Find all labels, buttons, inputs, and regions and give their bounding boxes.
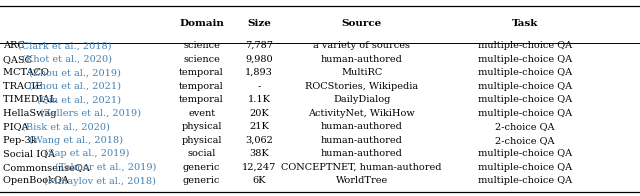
Text: TIMEDIAL: TIMEDIAL: [3, 95, 60, 104]
Text: Domain: Domain: [179, 19, 224, 28]
Text: CONCEPTNET, human-authored: CONCEPTNET, human-authored: [282, 163, 442, 172]
Text: generic: generic: [183, 163, 220, 172]
Text: (Qin et al., 2021): (Qin et al., 2021): [36, 95, 120, 104]
Text: 1.1K: 1.1K: [248, 95, 271, 104]
Text: temporal: temporal: [179, 95, 224, 104]
Text: 2-choice QA: 2-choice QA: [495, 122, 554, 131]
Text: PIQA: PIQA: [3, 122, 32, 131]
Text: QASC: QASC: [3, 55, 35, 64]
Text: science: science: [183, 55, 220, 64]
Text: MultiRC: MultiRC: [341, 68, 382, 77]
Text: human-authored: human-authored: [321, 55, 403, 64]
Text: physical: physical: [181, 122, 222, 131]
Text: Source: Source: [342, 19, 381, 28]
Text: social: social: [188, 149, 216, 158]
Text: 3,062: 3,062: [245, 136, 273, 145]
Text: TRACIE: TRACIE: [3, 82, 46, 91]
Text: 2-choice QA: 2-choice QA: [495, 136, 554, 145]
Text: (Zhou et al., 2019): (Zhou et al., 2019): [29, 68, 121, 77]
Text: 7,787: 7,787: [245, 41, 273, 50]
Text: HellaSwag: HellaSwag: [3, 109, 60, 118]
Text: a variety of sources: a variety of sources: [313, 41, 410, 50]
Text: MCTACO: MCTACO: [3, 68, 52, 77]
Text: 20K: 20K: [250, 109, 269, 118]
Text: DailyDialog: DailyDialog: [333, 95, 390, 104]
Text: human-authored: human-authored: [321, 136, 403, 145]
Text: (Wang et al., 2018): (Wang et al., 2018): [29, 136, 123, 145]
Text: temporal: temporal: [179, 82, 224, 91]
Text: multiple-choice QA: multiple-choice QA: [477, 41, 572, 50]
Text: -: -: [257, 82, 261, 91]
Text: multiple-choice QA: multiple-choice QA: [477, 68, 572, 77]
Text: WorldTree: WorldTree: [335, 176, 388, 185]
Text: (Clark et al., 2018): (Clark et al., 2018): [18, 41, 111, 50]
Text: multiple-choice QA: multiple-choice QA: [477, 176, 572, 185]
Text: Size: Size: [247, 19, 271, 28]
Text: ARC: ARC: [3, 41, 28, 50]
Text: multiple-choice QA: multiple-choice QA: [477, 149, 572, 158]
Text: 9,980: 9,980: [245, 55, 273, 64]
Text: (Zellers et al., 2019): (Zellers et al., 2019): [40, 109, 141, 118]
Text: 38K: 38K: [250, 149, 269, 158]
Text: Task: Task: [511, 19, 538, 28]
Text: science: science: [183, 41, 220, 50]
Text: (Zhou et al., 2021): (Zhou et al., 2021): [29, 82, 121, 91]
Text: Pep-3k: Pep-3k: [3, 136, 40, 145]
Text: 6K: 6K: [252, 176, 266, 185]
Text: multiple-choice QA: multiple-choice QA: [477, 163, 572, 172]
Text: generic: generic: [183, 176, 220, 185]
Text: Social IQA: Social IQA: [3, 149, 58, 158]
Text: (Khot et al., 2020): (Khot et al., 2020): [22, 55, 112, 64]
Text: multiple-choice QA: multiple-choice QA: [477, 109, 572, 118]
Text: OpenBookQA: OpenBookQA: [3, 176, 72, 185]
Text: multiple-choice QA: multiple-choice QA: [477, 55, 572, 64]
Text: (Bisk et al., 2020): (Bisk et al., 2020): [22, 122, 109, 131]
Text: (Talmor et al., 2019): (Talmor et al., 2019): [55, 163, 157, 172]
Text: human-authored: human-authored: [321, 122, 403, 131]
Text: 1,893: 1,893: [245, 68, 273, 77]
Text: (Sap et al., 2019): (Sap et al., 2019): [44, 149, 129, 158]
Text: (Mihaylov et al., 2018): (Mihaylov et al., 2018): [44, 176, 156, 186]
Text: ROCStories, Wikipedia: ROCStories, Wikipedia: [305, 82, 418, 91]
Text: physical: physical: [181, 136, 222, 145]
Text: CommonsenseQA: CommonsenseQA: [3, 163, 93, 172]
Text: 21K: 21K: [249, 122, 269, 131]
Text: multiple-choice QA: multiple-choice QA: [477, 95, 572, 104]
Text: human-authored: human-authored: [321, 149, 403, 158]
Text: event: event: [188, 109, 215, 118]
Text: 12,247: 12,247: [242, 163, 276, 172]
Text: temporal: temporal: [179, 68, 224, 77]
Text: multiple-choice QA: multiple-choice QA: [477, 82, 572, 91]
Text: ActivityNet, WikiHow: ActivityNet, WikiHow: [308, 109, 415, 118]
